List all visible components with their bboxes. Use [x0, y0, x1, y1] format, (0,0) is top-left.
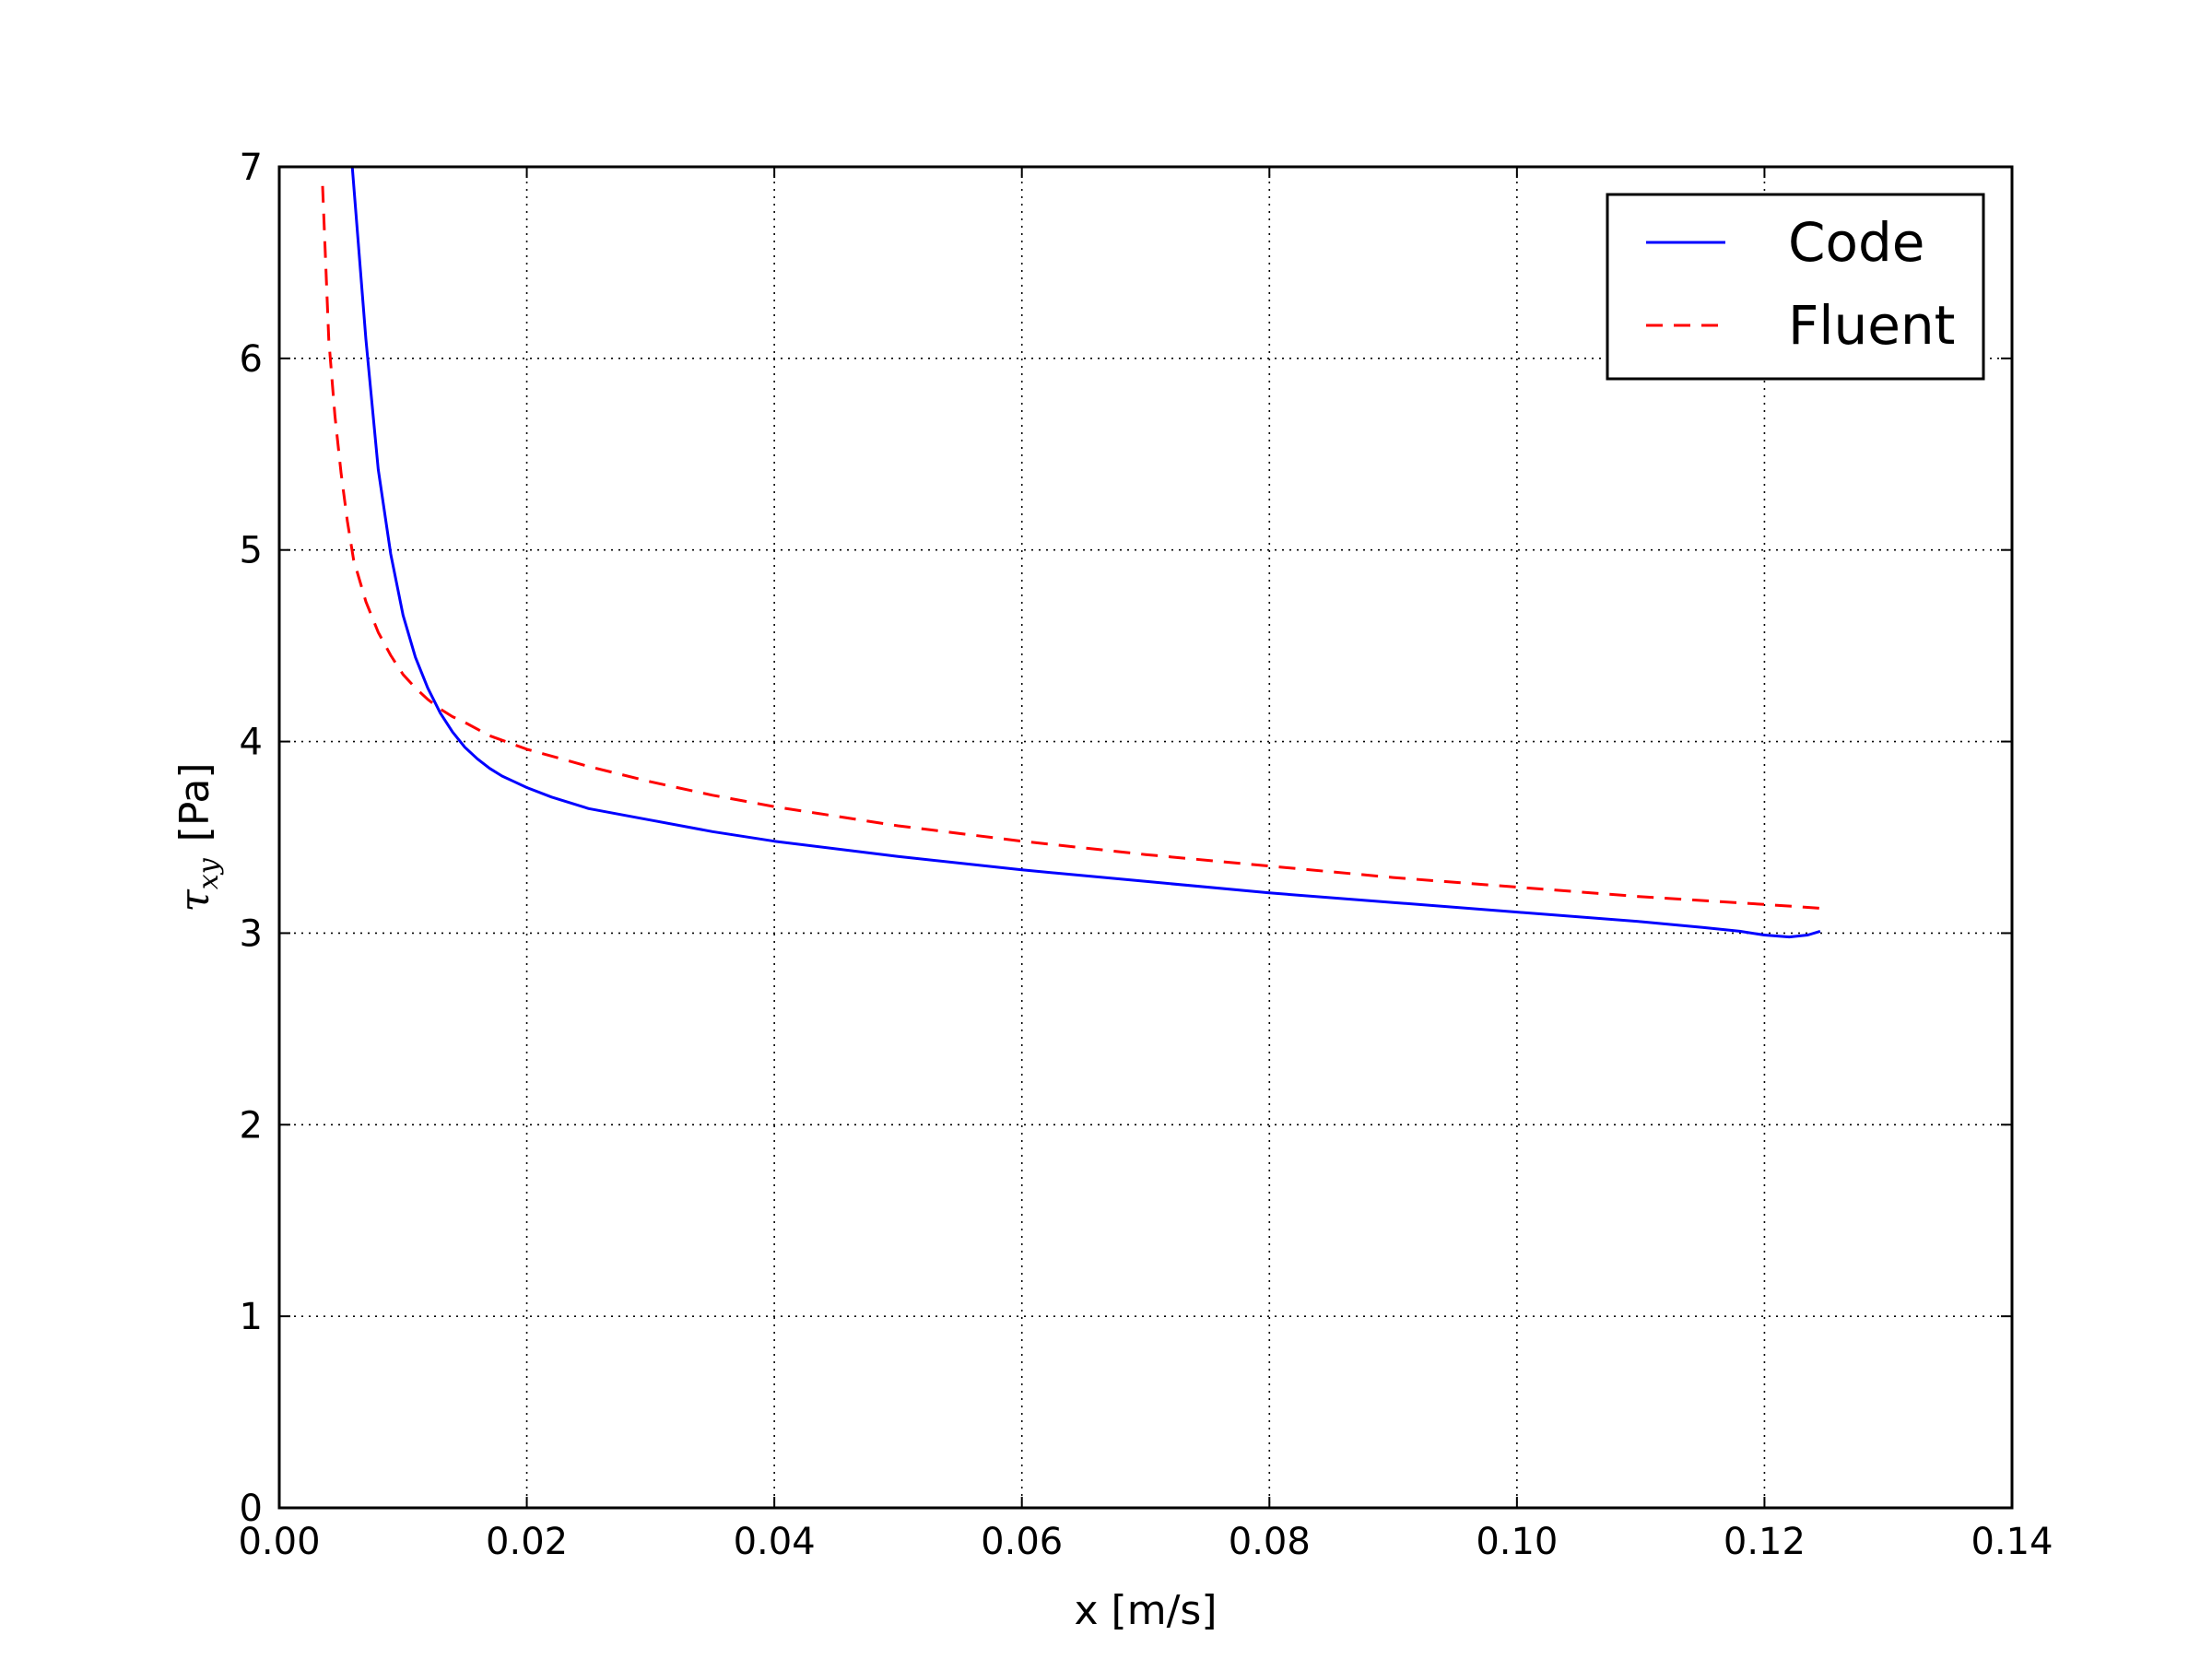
x-tick-label: 0.06	[981, 1521, 1063, 1563]
y-tick-label: 3	[240, 912, 263, 955]
x-tick-label: 0.04	[734, 1521, 816, 1563]
ticks	[278, 166, 2013, 1509]
y-tick-label: 6	[240, 338, 263, 381]
y-tick-label: 1	[240, 1296, 263, 1338]
tick-labels: 0.00 0.02 0.04 0.06 0.08 0.10 0.12 0.14 0 1 2 3 4 5 6 7	[238, 147, 2053, 1563]
legend: Code Fluent	[1606, 193, 1985, 381]
legend-label-fluent: Fluent	[1788, 294, 1955, 357]
x-tick-label: 0.02	[486, 1521, 568, 1563]
y-tick-label: 0	[240, 1488, 263, 1530]
y-axis-label-symbol: τ	[171, 889, 218, 912]
grid	[279, 167, 2012, 1508]
y-tick-label: 7	[240, 147, 263, 189]
legend-label-code: Code	[1788, 211, 1924, 274]
plot-frame	[277, 165, 2014, 1510]
series-line-fluent	[321, 185, 1821, 910]
y-axis-label-subscript: xy	[193, 857, 225, 889]
legend-box	[1606, 193, 1985, 381]
x-tick-label: 0.08	[1229, 1521, 1311, 1563]
y-tick-label: 4	[240, 722, 263, 764]
y-tick-label: 2	[240, 1104, 263, 1147]
y-axis-label: τxy [Pa]	[171, 762, 225, 912]
series-line-code	[350, 167, 1821, 939]
svg-text:τxy[Pa]: τxy [Pa]	[171, 762, 225, 912]
x-tick-label: 0.00	[238, 1521, 320, 1563]
x-tick-label: 0.10	[1476, 1521, 1558, 1563]
x-tick-label: 0.12	[1724, 1521, 1806, 1563]
x-axis-label: x [m/s]	[1075, 1587, 1218, 1634]
x-tick-label: 0.14	[1971, 1521, 2053, 1563]
y-tick-label: 5	[240, 530, 263, 572]
series-layer	[321, 167, 1821, 939]
y-axis-label-unit: [Pa]	[171, 762, 218, 841]
